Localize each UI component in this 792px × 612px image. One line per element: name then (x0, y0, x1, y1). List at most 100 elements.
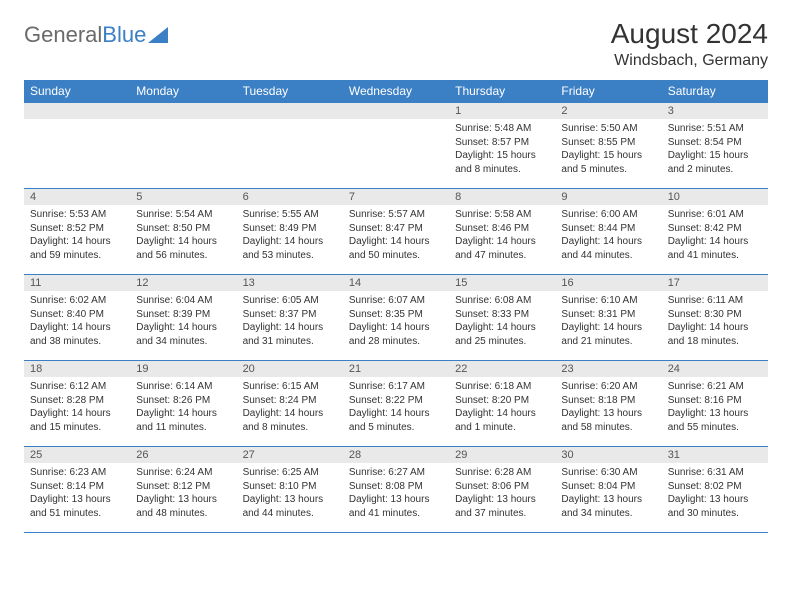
sunrise-text: Sunrise: 6:24 AM (136, 466, 230, 480)
calendar-week-row: 1Sunrise: 5:48 AMSunset: 8:57 PMDaylight… (24, 103, 768, 189)
sunset-text: Sunset: 8:42 PM (668, 222, 762, 236)
day-details: Sunrise: 6:11 AMSunset: 8:30 PMDaylight:… (662, 291, 768, 352)
daylight-text: Daylight: 13 hours and 37 minutes. (455, 493, 549, 520)
logo-text-blue: Blue (102, 22, 146, 48)
calendar-cell: 14Sunrise: 6:07 AMSunset: 8:35 PMDayligh… (343, 275, 449, 361)
day-number: 6 (237, 189, 343, 205)
day-number: 13 (237, 275, 343, 291)
day-details: Sunrise: 6:02 AMSunset: 8:40 PMDaylight:… (24, 291, 130, 352)
day-header: Wednesday (343, 80, 449, 103)
day-number: 29 (449, 447, 555, 463)
sunset-text: Sunset: 8:31 PM (561, 308, 655, 322)
day-number: 23 (555, 361, 661, 377)
day-number: 15 (449, 275, 555, 291)
calendar-cell: 17Sunrise: 6:11 AMSunset: 8:30 PMDayligh… (662, 275, 768, 361)
day-details: Sunrise: 6:07 AMSunset: 8:35 PMDaylight:… (343, 291, 449, 352)
sunrise-text: Sunrise: 5:51 AM (668, 122, 762, 136)
day-header: Monday (130, 80, 236, 103)
day-number: 25 (24, 447, 130, 463)
daylight-text: Daylight: 13 hours and 55 minutes. (668, 407, 762, 434)
day-details: Sunrise: 5:48 AMSunset: 8:57 PMDaylight:… (449, 119, 555, 180)
day-details: Sunrise: 6:24 AMSunset: 8:12 PMDaylight:… (130, 463, 236, 524)
day-header: Sunday (24, 80, 130, 103)
daylight-text: Daylight: 13 hours and 44 minutes. (243, 493, 337, 520)
sunset-text: Sunset: 8:30 PM (668, 308, 762, 322)
day-number: 19 (130, 361, 236, 377)
sunset-text: Sunset: 8:37 PM (243, 308, 337, 322)
daylight-text: Daylight: 13 hours and 41 minutes. (349, 493, 443, 520)
sunrise-text: Sunrise: 6:07 AM (349, 294, 443, 308)
sunrise-text: Sunrise: 6:11 AM (668, 294, 762, 308)
day-details: Sunrise: 6:23 AMSunset: 8:14 PMDaylight:… (24, 463, 130, 524)
daylight-text: Daylight: 15 hours and 2 minutes. (668, 149, 762, 176)
day-details: Sunrise: 5:53 AMSunset: 8:52 PMDaylight:… (24, 205, 130, 266)
calendar-cell: 25Sunrise: 6:23 AMSunset: 8:14 PMDayligh… (24, 447, 130, 533)
sunrise-text: Sunrise: 6:12 AM (30, 380, 124, 394)
daylight-text: Daylight: 14 hours and 1 minute. (455, 407, 549, 434)
day-number: 4 (24, 189, 130, 205)
sunset-text: Sunset: 8:18 PM (561, 394, 655, 408)
calendar-cell (130, 103, 236, 189)
sunrise-text: Sunrise: 5:57 AM (349, 208, 443, 222)
day-details: Sunrise: 6:21 AMSunset: 8:16 PMDaylight:… (662, 377, 768, 438)
calendar-cell: 20Sunrise: 6:15 AMSunset: 8:24 PMDayligh… (237, 361, 343, 447)
calendar-cell: 7Sunrise: 5:57 AMSunset: 8:47 PMDaylight… (343, 189, 449, 275)
sunrise-text: Sunrise: 6:15 AM (243, 380, 337, 394)
day-details: Sunrise: 6:05 AMSunset: 8:37 PMDaylight:… (237, 291, 343, 352)
calendar-cell: 16Sunrise: 6:10 AMSunset: 8:31 PMDayligh… (555, 275, 661, 361)
calendar-cell: 26Sunrise: 6:24 AMSunset: 8:12 PMDayligh… (130, 447, 236, 533)
calendar-week-row: 4Sunrise: 5:53 AMSunset: 8:52 PMDaylight… (24, 189, 768, 275)
day-number: 18 (24, 361, 130, 377)
day-number: 27 (237, 447, 343, 463)
sunset-text: Sunset: 8:54 PM (668, 136, 762, 150)
day-details: Sunrise: 6:12 AMSunset: 8:28 PMDaylight:… (24, 377, 130, 438)
daylight-text: Daylight: 14 hours and 5 minutes. (349, 407, 443, 434)
daylight-text: Daylight: 14 hours and 8 minutes. (243, 407, 337, 434)
day-number: 30 (555, 447, 661, 463)
sunset-text: Sunset: 8:08 PM (349, 480, 443, 494)
month-title: August 2024 (611, 18, 768, 50)
daylight-text: Daylight: 14 hours and 18 minutes. (668, 321, 762, 348)
day-number: 26 (130, 447, 236, 463)
calendar-cell: 27Sunrise: 6:25 AMSunset: 8:10 PMDayligh… (237, 447, 343, 533)
sunrise-text: Sunrise: 6:02 AM (30, 294, 124, 308)
calendar-cell: 15Sunrise: 6:08 AMSunset: 8:33 PMDayligh… (449, 275, 555, 361)
day-header-row: Sunday Monday Tuesday Wednesday Thursday… (24, 80, 768, 103)
daylight-text: Daylight: 14 hours and 50 minutes. (349, 235, 443, 262)
sunrise-text: Sunrise: 6:25 AM (243, 466, 337, 480)
sunrise-text: Sunrise: 6:14 AM (136, 380, 230, 394)
sunset-text: Sunset: 8:49 PM (243, 222, 337, 236)
sunrise-text: Sunrise: 5:48 AM (455, 122, 549, 136)
calendar-cell: 21Sunrise: 6:17 AMSunset: 8:22 PMDayligh… (343, 361, 449, 447)
daylight-text: Daylight: 13 hours and 34 minutes. (561, 493, 655, 520)
day-details: Sunrise: 5:51 AMSunset: 8:54 PMDaylight:… (662, 119, 768, 180)
calendar-week-row: 11Sunrise: 6:02 AMSunset: 8:40 PMDayligh… (24, 275, 768, 361)
day-header: Tuesday (237, 80, 343, 103)
calendar-cell: 19Sunrise: 6:14 AMSunset: 8:26 PMDayligh… (130, 361, 236, 447)
day-number (130, 103, 236, 119)
day-number: 31 (662, 447, 768, 463)
sunrise-text: Sunrise: 6:31 AM (668, 466, 762, 480)
calendar-cell: 11Sunrise: 6:02 AMSunset: 8:40 PMDayligh… (24, 275, 130, 361)
daylight-text: Daylight: 14 hours and 56 minutes. (136, 235, 230, 262)
calendar-cell: 3Sunrise: 5:51 AMSunset: 8:54 PMDaylight… (662, 103, 768, 189)
day-details: Sunrise: 6:00 AMSunset: 8:44 PMDaylight:… (555, 205, 661, 266)
day-number: 24 (662, 361, 768, 377)
sunset-text: Sunset: 8:04 PM (561, 480, 655, 494)
day-number (24, 103, 130, 119)
daylight-text: Daylight: 14 hours and 53 minutes. (243, 235, 337, 262)
daylight-text: Daylight: 14 hours and 44 minutes. (561, 235, 655, 262)
calendar-cell (24, 103, 130, 189)
calendar-table: Sunday Monday Tuesday Wednesday Thursday… (24, 80, 768, 533)
sunset-text: Sunset: 8:46 PM (455, 222, 549, 236)
day-number: 17 (662, 275, 768, 291)
sunset-text: Sunset: 8:39 PM (136, 308, 230, 322)
sunset-text: Sunset: 8:35 PM (349, 308, 443, 322)
day-number: 9 (555, 189, 661, 205)
day-header: Thursday (449, 80, 555, 103)
day-details: Sunrise: 6:10 AMSunset: 8:31 PMDaylight:… (555, 291, 661, 352)
day-details: Sunrise: 6:15 AMSunset: 8:24 PMDaylight:… (237, 377, 343, 438)
sunrise-text: Sunrise: 6:20 AM (561, 380, 655, 394)
sunset-text: Sunset: 8:06 PM (455, 480, 549, 494)
day-number: 10 (662, 189, 768, 205)
